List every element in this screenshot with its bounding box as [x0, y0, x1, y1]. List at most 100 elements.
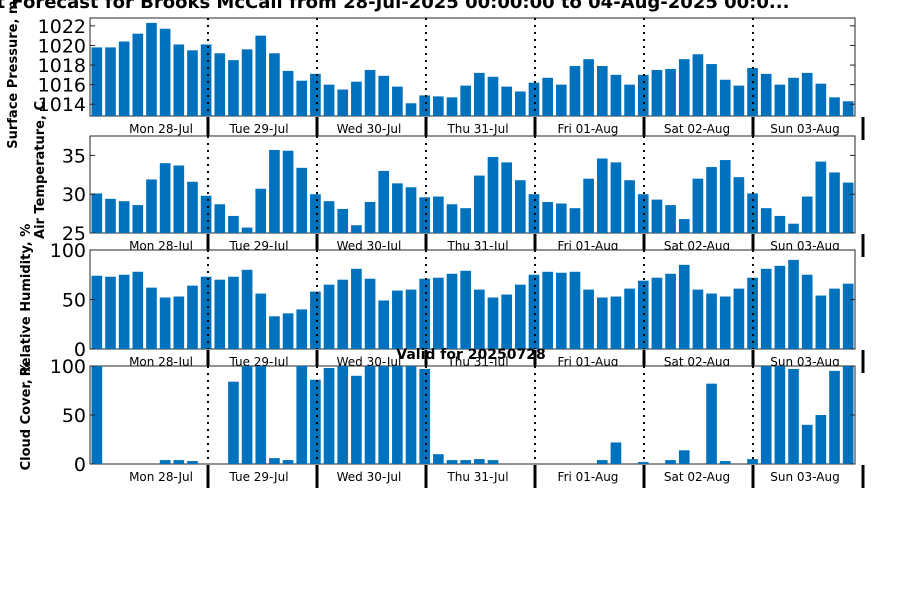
x-tick-label: Fri 01-Aug: [558, 470, 619, 484]
data-bar: [200, 44, 212, 116]
data-bar: [474, 72, 485, 116]
data-bar: [596, 460, 608, 464]
data-bar: [637, 462, 649, 464]
y-axis-label: Air Temperature, C: [33, 101, 48, 239]
y-tick-label: 1016: [38, 75, 86, 97]
y-tick-label: 1014: [38, 94, 86, 116]
data-bar: [91, 275, 103, 349]
data-bar: [747, 67, 758, 116]
data-bar: [433, 277, 444, 349]
data-bar: [788, 259, 799, 349]
data-bar: [542, 271, 553, 349]
y-tick-label: 50: [62, 290, 86, 312]
data-bar: [583, 59, 594, 116]
data-bar: [419, 197, 431, 233]
data-bar: [474, 289, 485, 349]
data-bar: [678, 219, 690, 233]
data-bar: [733, 177, 745, 233]
data-bar: [255, 366, 267, 464]
data-bar: [692, 54, 704, 116]
data-bar: [269, 53, 280, 116]
data-bar: [105, 276, 116, 349]
y-axis-label: Cloud Cover, %: [19, 362, 34, 471]
data-bar: [446, 273, 458, 349]
data-bar: [378, 170, 390, 233]
data-bar: [118, 274, 130, 349]
data-bar: [159, 297, 171, 349]
data-bar: [446, 204, 458, 233]
x-tick-label: Wed 30-Jul: [337, 470, 402, 484]
data-bar: [665, 273, 676, 349]
data-bar: [801, 424, 813, 464]
data-bar: [187, 181, 198, 233]
data-bar: [310, 291, 321, 349]
data-bar: [542, 77, 553, 116]
data-bar: [583, 289, 594, 349]
data-bar: [842, 366, 854, 464]
data-bar: [323, 367, 335, 464]
data-bar: [651, 69, 663, 116]
data-bar: [446, 460, 458, 464]
data-bar: [392, 183, 403, 233]
data-bar: [337, 279, 349, 349]
data-bar: [665, 460, 676, 464]
data-bar: [460, 208, 471, 233]
data-bar: [514, 284, 526, 349]
data-bar: [692, 178, 704, 233]
data-bar: [337, 366, 349, 464]
data-bar: [228, 381, 239, 464]
data-bar: [173, 460, 185, 464]
data-bar: [842, 283, 854, 349]
y-tick-label: 1018: [38, 55, 86, 77]
data-bar: [405, 366, 417, 464]
data-bar: [255, 35, 267, 116]
data-bar: [706, 293, 717, 349]
data-bar: [337, 89, 349, 116]
data-bar: [829, 370, 840, 464]
data-bar: [433, 96, 444, 116]
data-bar: [583, 178, 594, 233]
data-bar: [528, 274, 540, 349]
data-bar: [610, 442, 622, 464]
data-bar: [651, 277, 663, 349]
data-bar: [706, 167, 717, 233]
data-bar: [733, 288, 745, 349]
x-tick-label: Thu 31-Jul: [446, 122, 508, 136]
data-bar: [200, 195, 212, 233]
x-tick-label: Tue 29-Jul: [228, 470, 288, 484]
y-tick-label: 1020: [38, 35, 86, 57]
data-bar: [405, 289, 417, 349]
data-bar: [364, 201, 376, 233]
x-tick-label: Sun 03-Aug: [770, 122, 839, 136]
data-bar: [91, 193, 103, 233]
data-bar: [214, 279, 226, 349]
data-bar: [460, 85, 471, 116]
data-bar: [241, 366, 253, 464]
data-bar: [214, 53, 226, 116]
data-bar: [310, 194, 321, 233]
figure-subtitle: Valid for 20250728: [396, 347, 545, 363]
data-bar: [269, 316, 280, 349]
data-bar: [146, 179, 157, 233]
data-bar: [678, 59, 690, 116]
data-bar: [555, 84, 567, 116]
data-bar: [419, 368, 431, 464]
data-bar: [610, 296, 622, 349]
data-bar: [296, 366, 308, 464]
data-bar: [760, 208, 772, 233]
data-bar: [392, 86, 403, 116]
data-bar: [351, 225, 362, 233]
data-bar: [228, 276, 239, 349]
x-tick-label: Fri 01-Aug: [558, 122, 619, 136]
data-bar: [419, 95, 431, 116]
y-tick-label: 0: [74, 339, 86, 361]
y-tick-label: 100: [50, 240, 86, 262]
data-bar: [296, 309, 308, 349]
data-bar: [91, 47, 103, 116]
data-bar: [296, 80, 308, 116]
data-bar: [351, 81, 362, 116]
data-bar: [501, 86, 512, 116]
data-bar: [596, 66, 608, 116]
data-bar: [337, 208, 349, 233]
data-bar: [405, 103, 417, 116]
